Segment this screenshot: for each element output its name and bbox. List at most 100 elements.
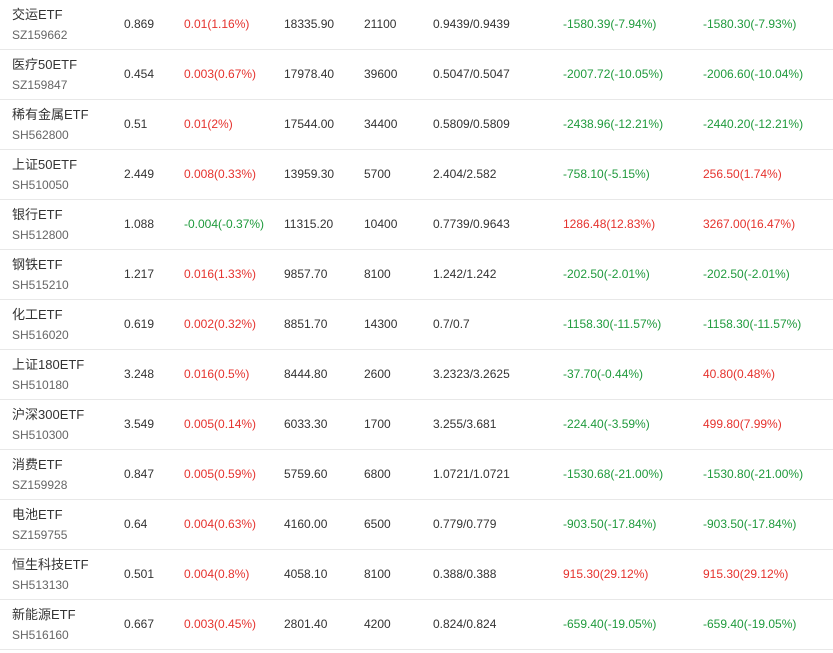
etf-code: SH516020 (12, 328, 69, 342)
table-row[interactable]: 消费ETF SZ159928 0.847 0.005(0.59%) 5759.60 680… (0, 450, 833, 500)
profit-loss-cell: -903.50(-17.84%) (563, 517, 657, 531)
price-cell: 0.501 (124, 567, 155, 581)
etf-name[interactable]: 恒生科技ETF (12, 557, 89, 572)
change-cell: 0.01(2%) (184, 117, 233, 131)
profit-loss-cell: -37.70(-0.44%) (563, 367, 644, 381)
nav-cell: 0.7/0.7 (433, 317, 470, 331)
price-cell: 2.449 (124, 167, 155, 181)
nav-cell: 0.5809/0.5809 (433, 117, 510, 131)
price-cell: 0.869 (124, 17, 155, 31)
profit-loss-cell: -2438.96(-12.21%) (563, 117, 664, 131)
etf-code: SZ159755 (12, 528, 68, 542)
shares-cell: 8100 (364, 567, 391, 581)
nav-cell: 0.9439/0.9439 (433, 17, 510, 31)
volume-cell: 5759.60 (284, 467, 328, 481)
table-row[interactable]: 恒生科技ETF SH513130 0.501 0.004(0.8%) 4058.10 81… (0, 550, 833, 600)
table-row[interactable]: 稀有金属ETF SH562800 0.51 0.01(2%) 17544.00 34400… (0, 100, 833, 150)
price-cell: 3.248 (124, 367, 155, 381)
volume-cell: 8444.80 (284, 367, 328, 381)
change-cell: 0.003(0.67%) (184, 67, 257, 81)
nav-cell: 3.255/3.681 (433, 417, 497, 431)
shares-cell: 6500 (364, 517, 391, 531)
nav-cell: 0.7739/0.9643 (433, 217, 510, 231)
table-row[interactable]: 化工ETF SH516020 0.619 0.002(0.32%) 8851.70 143… (0, 300, 833, 350)
table-row[interactable]: 沪深300ETF SH510300 3.549 0.005(0.14%) 6033.30… (0, 400, 833, 450)
change-cell: -0.004(-0.37%) (184, 217, 265, 231)
volume-cell: 13959.30 (284, 167, 335, 181)
change-cell: 0.008(0.33%) (184, 167, 257, 181)
etf-name[interactable]: 沪深300ETF (12, 407, 85, 422)
etf-name[interactable]: 交运ETF (12, 7, 63, 22)
etf-code: SH512800 (12, 228, 69, 242)
table-row[interactable]: 新能源ETF SH516160 0.667 0.003(0.45%) 2801.40 42… (0, 600, 833, 650)
shares-cell: 8100 (364, 267, 391, 281)
etf-name[interactable]: 上证180ETF (12, 357, 85, 372)
change-cell: 0.016(1.33%) (184, 267, 257, 281)
profit-loss-cell: -1580.39(-7.94%) (563, 17, 657, 31)
etf-name[interactable]: 钢铁ETF (12, 257, 63, 272)
etf-code: SH510300 (12, 428, 69, 442)
etf-code: SH510180 (12, 378, 69, 392)
total-profit-loss-cell: -202.50(-2.01%) (703, 267, 790, 281)
nav-cell: 0.388/0.388 (433, 567, 497, 581)
etf-code: SH510050 (12, 178, 69, 192)
price-cell: 0.619 (124, 317, 155, 331)
etf-name[interactable]: 稀有金属ETF (12, 107, 89, 122)
total-profit-loss-cell: -1158.30(-11.57%) (703, 317, 802, 331)
total-profit-loss-cell: -1530.80(-21.00%) (703, 467, 804, 481)
etf-code: SH562800 (12, 128, 69, 142)
volume-cell: 17978.40 (284, 67, 335, 81)
etf-name[interactable]: 上证50ETF (12, 157, 78, 172)
volume-cell: 8851.70 (284, 317, 328, 331)
profit-loss-cell: -1158.30(-11.57%) (563, 317, 662, 331)
nav-cell: 1.0721/1.0721 (433, 467, 510, 481)
shares-cell: 5700 (364, 167, 391, 181)
shares-cell: 21100 (364, 17, 397, 31)
volume-cell: 18335.90 (284, 17, 335, 31)
total-profit-loss-cell: -903.50(-17.84%) (703, 517, 797, 531)
etf-name[interactable]: 化工ETF (12, 307, 63, 322)
profit-loss-cell: -202.50(-2.01%) (563, 267, 650, 281)
table-row[interactable]: 钢铁ETF SH515210 1.217 0.016(1.33%) 9857.70 810… (0, 250, 833, 300)
total-profit-loss-cell: 256.50(1.74%) (703, 167, 782, 181)
price-cell: 0.64 (124, 517, 148, 531)
table-row[interactable]: 医疗50ETF SZ159847 0.454 0.003(0.67%) 17978.40… (0, 50, 833, 100)
change-cell: 0.002(0.32%) (184, 317, 257, 331)
etf-name[interactable]: 消费ETF (12, 457, 63, 472)
etf-code: SZ159662 (12, 28, 68, 42)
etf-name[interactable]: 医疗50ETF (12, 57, 78, 72)
change-cell: 0.01(1.16%) (184, 17, 250, 31)
profit-loss-cell: -1530.68(-21.00%) (563, 467, 664, 481)
table-row[interactable]: 银行ETF SH512800 1.088 -0.004(-0.37%) 11315.20… (0, 200, 833, 250)
price-cell: 1.088 (124, 217, 155, 231)
profit-loss-cell: -2007.72(-10.05%) (563, 67, 664, 81)
total-profit-loss-cell: 915.30(29.12%) (703, 567, 789, 581)
total-profit-loss-cell: 3267.00(16.47%) (703, 217, 796, 231)
table-row[interactable]: 上证50ETF SH510050 2.449 0.008(0.33%) 13959.30… (0, 150, 833, 200)
price-cell: 0.454 (124, 67, 155, 81)
etf-name[interactable]: 电池ETF (12, 507, 63, 522)
nav-cell: 0.5047/0.5047 (433, 67, 510, 81)
total-profit-loss-cell: 40.80(0.48%) (703, 367, 776, 381)
table-row[interactable]: 交运ETF SZ159662 0.869 0.01(1.16%) 18335.90 211… (0, 0, 833, 50)
volume-cell: 4058.10 (284, 567, 328, 581)
table-row[interactable]: 电池ETF SZ159755 0.64 0.004(0.63%) 4160.00 6500… (0, 500, 833, 550)
price-cell: 3.549 (124, 417, 155, 431)
table-row[interactable]: 上证180ETF SH510180 3.248 0.016(0.5%) 8444.80 2… (0, 350, 833, 400)
change-cell: 0.005(0.59%) (184, 467, 257, 481)
price-cell: 0.847 (124, 467, 155, 481)
nav-cell: 0.779/0.779 (433, 517, 497, 531)
shares-cell: 1700 (364, 417, 391, 431)
volume-cell: 9857.70 (284, 267, 328, 281)
etf-name[interactable]: 银行ETF (12, 207, 63, 222)
total-profit-loss-cell: -2440.20(-12.21%) (703, 117, 804, 131)
price-cell: 1.217 (124, 267, 155, 281)
change-cell: 0.005(0.14%) (184, 417, 257, 431)
nav-cell: 0.824/0.824 (433, 617, 497, 631)
volume-cell: 6033.30 (284, 417, 328, 431)
etf-code: SH513130 (12, 578, 69, 592)
total-profit-loss-cell: -659.40(-19.05%) (703, 617, 797, 631)
etf-name[interactable]: 新能源ETF (12, 607, 76, 622)
etf-code: SZ159847 (12, 78, 68, 92)
